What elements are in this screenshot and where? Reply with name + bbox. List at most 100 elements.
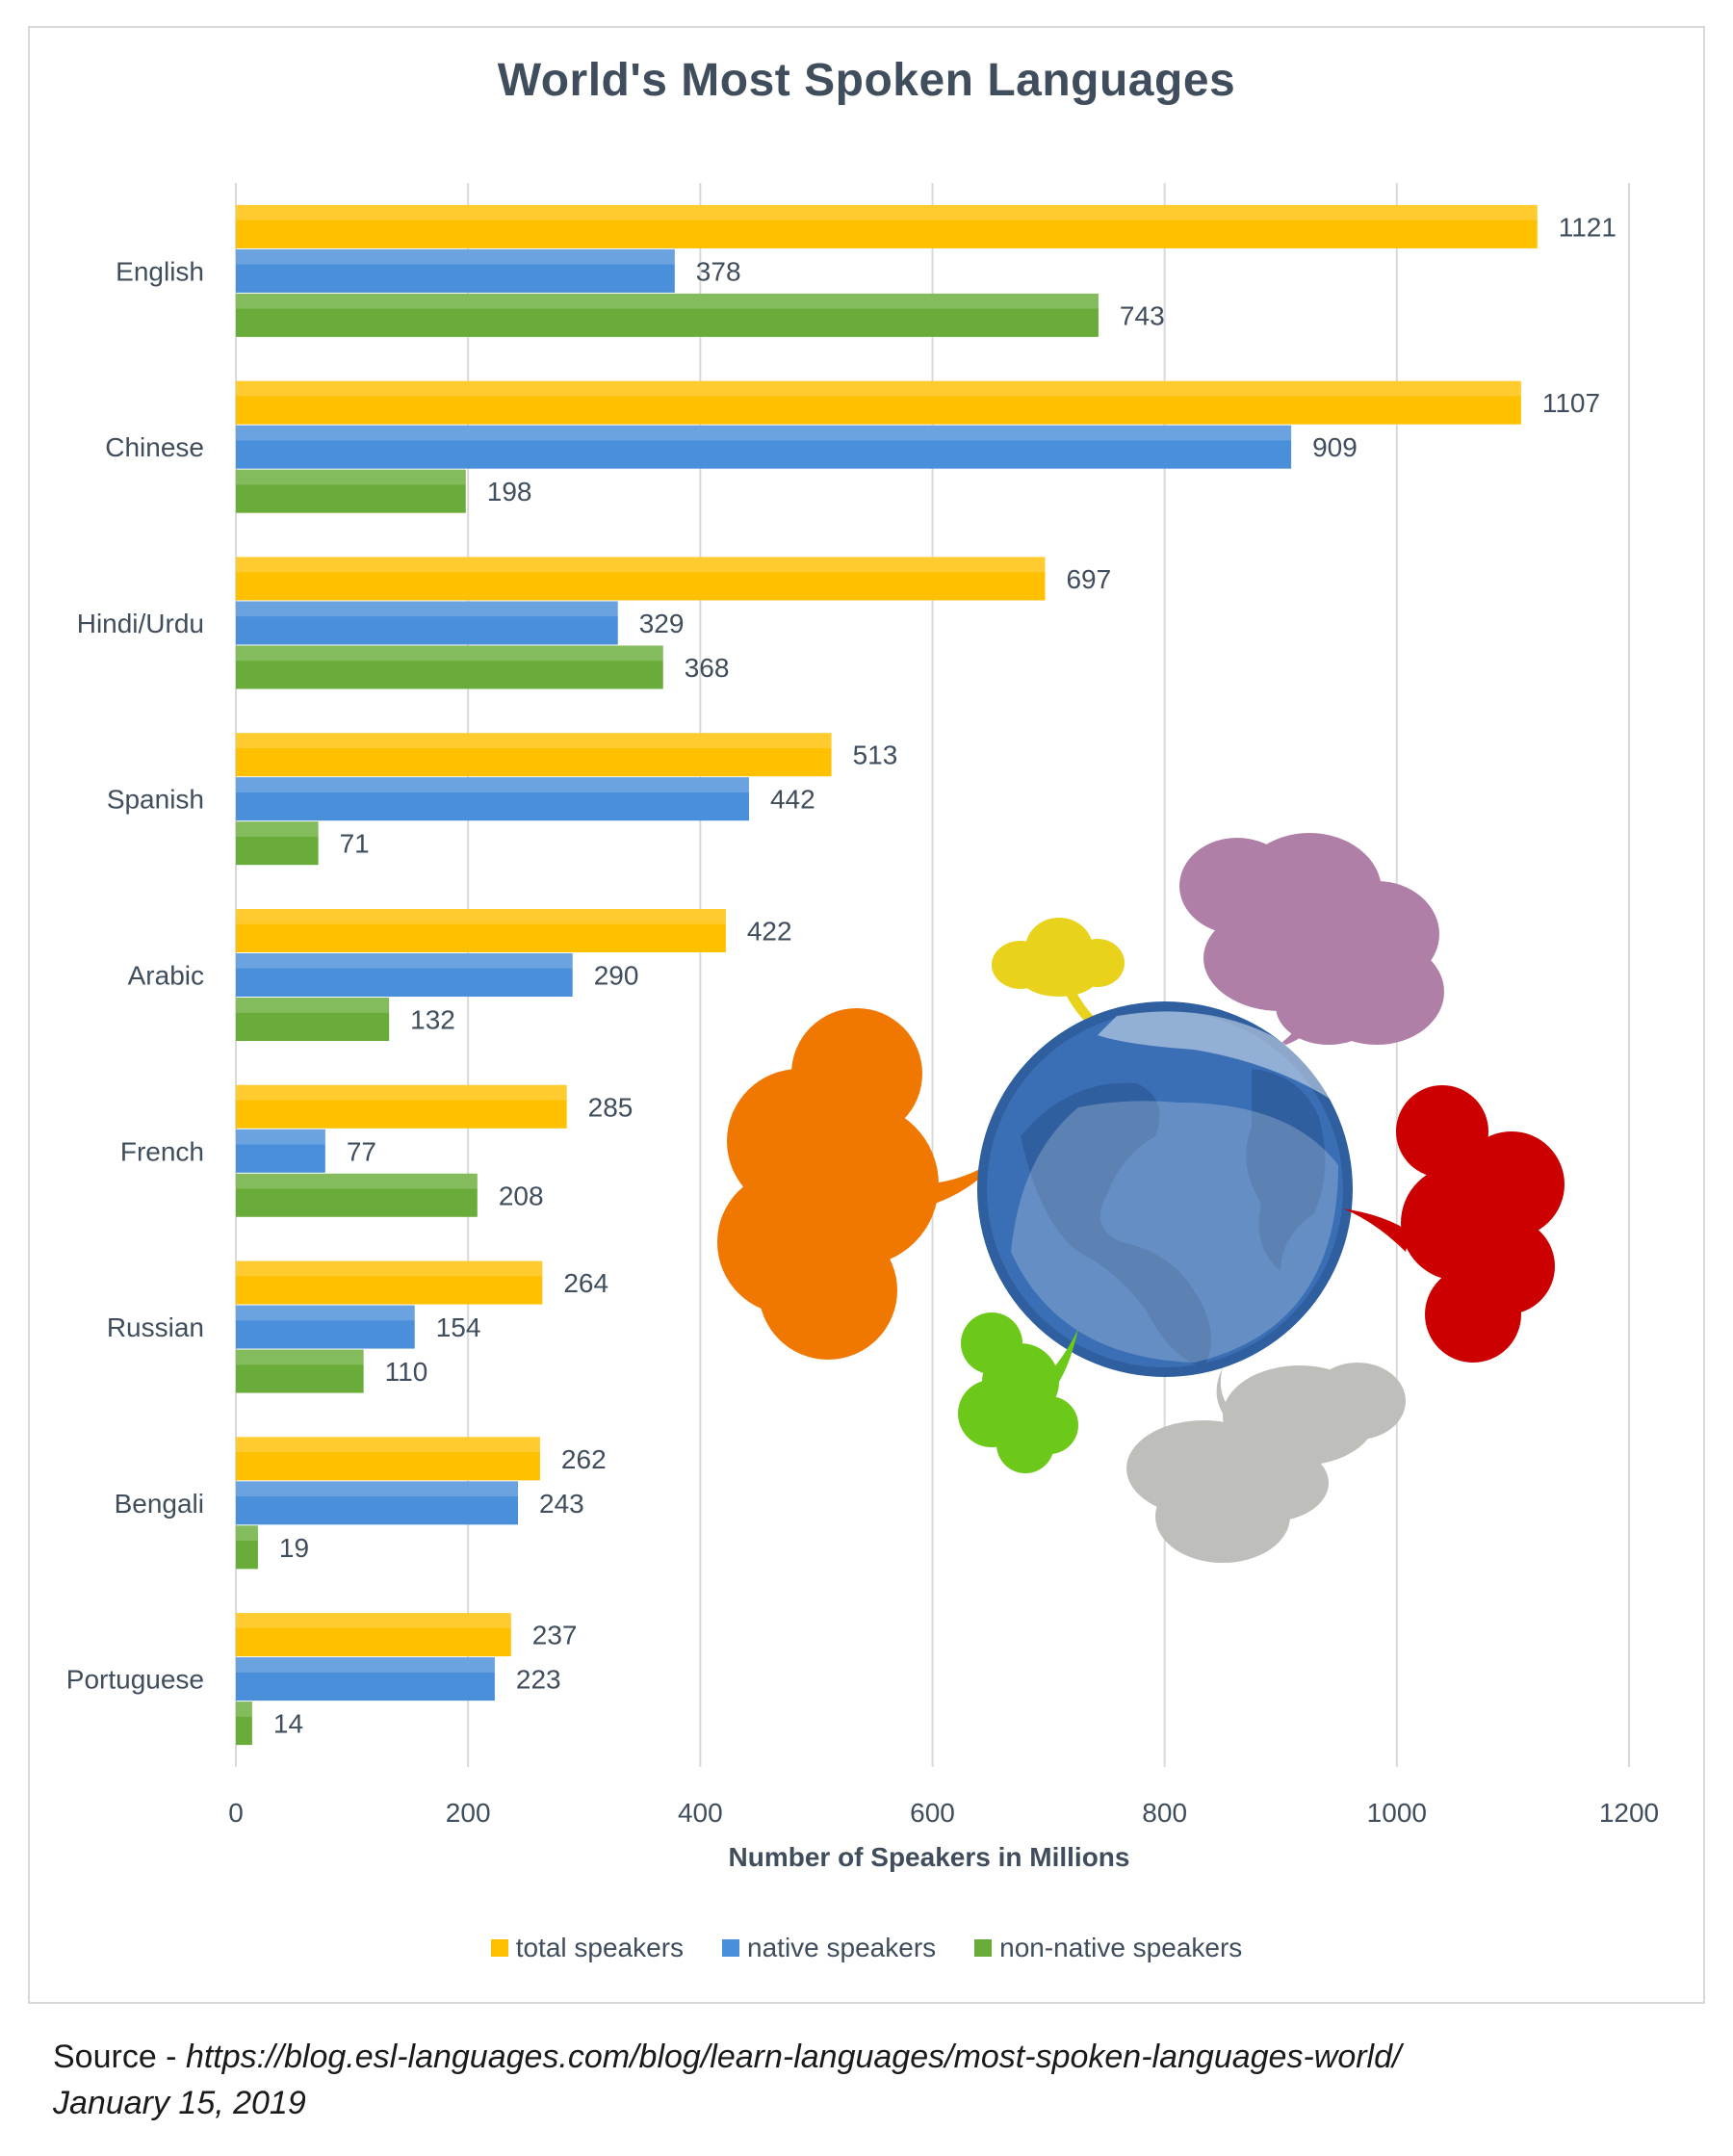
bar-highlight bbox=[236, 1084, 567, 1101]
bar-highlight bbox=[236, 557, 1046, 573]
x-tick-label: 200 bbox=[446, 1798, 491, 1828]
bar-total bbox=[236, 733, 832, 777]
bar-highlight bbox=[236, 469, 466, 485]
bar-highlight bbox=[236, 1525, 258, 1542]
category-label: Arabic bbox=[128, 961, 204, 991]
x-tick-label: 800 bbox=[1142, 1798, 1187, 1828]
bar-highlight bbox=[236, 1129, 325, 1145]
data-label-native: 243 bbox=[539, 1489, 584, 1519]
source-date: January 15, 2019 bbox=[53, 2085, 306, 2121]
data-label-native: 909 bbox=[1312, 432, 1358, 462]
bar-native bbox=[236, 777, 749, 821]
data-label-total: 285 bbox=[588, 1092, 634, 1122]
bar-native bbox=[236, 425, 1292, 469]
data-label-native: 154 bbox=[436, 1312, 481, 1342]
category-label: English bbox=[116, 256, 204, 286]
bar-highlight bbox=[236, 1481, 519, 1497]
legend-item-native: native speakers bbox=[722, 1933, 936, 1963]
bar-highlight bbox=[236, 1173, 478, 1189]
x-tick-label: 1200 bbox=[1599, 1798, 1659, 1828]
bar-non-native bbox=[236, 293, 1099, 337]
red-speech-bubble-icon bbox=[1343, 1085, 1565, 1363]
legend-swatch-native bbox=[722, 1939, 740, 1957]
data-label-non-native: 110 bbox=[385, 1357, 428, 1387]
bar-highlight bbox=[236, 204, 1538, 221]
bar-non-native bbox=[236, 1349, 364, 1393]
bar-total bbox=[236, 380, 1521, 425]
bar-highlight bbox=[236, 777, 749, 792]
x-tick-label: 600 bbox=[910, 1798, 955, 1828]
bar-native bbox=[236, 953, 573, 997]
bar-highlight bbox=[236, 1613, 511, 1628]
data-label-total: 1121 bbox=[1559, 212, 1617, 242]
category-label: Chinese bbox=[105, 432, 204, 462]
data-label-native: 77 bbox=[347, 1136, 376, 1166]
bar-total bbox=[236, 557, 1046, 601]
bar-non-native bbox=[236, 1701, 252, 1746]
data-label-total: 262 bbox=[561, 1444, 607, 1474]
bar-highlight bbox=[236, 645, 663, 662]
source-url[interactable]: https://blog.esl-languages.com/blog/lear… bbox=[185, 2039, 1402, 2075]
data-label-total: 237 bbox=[532, 1621, 578, 1650]
bar-native bbox=[236, 1657, 495, 1701]
bar-highlight bbox=[236, 1260, 543, 1277]
data-label-total: 422 bbox=[747, 917, 792, 947]
data-label-non-native: 132 bbox=[410, 1005, 455, 1035]
data-label-non-native: 14 bbox=[273, 1709, 303, 1739]
data-label-native: 329 bbox=[639, 609, 685, 638]
legend-label-non-native: non-native speakers bbox=[999, 1933, 1243, 1962]
x-tick-label: 0 bbox=[228, 1798, 244, 1828]
x-axis-title: Number of Speakers in Millions bbox=[728, 1842, 1130, 1872]
category-label: Portuguese bbox=[66, 1665, 204, 1695]
legend-label-total: total speakers bbox=[515, 1933, 685, 1962]
data-label-native: 290 bbox=[594, 961, 639, 991]
data-label-total: 1107 bbox=[1542, 388, 1600, 418]
bar-highlight bbox=[236, 380, 1521, 397]
bar-non-native bbox=[236, 821, 319, 866]
bar-highlight bbox=[236, 998, 390, 1013]
category-label: Bengali bbox=[115, 1489, 204, 1519]
data-label-non-native: 71 bbox=[340, 829, 370, 859]
green-speech-bubble-icon bbox=[958, 1312, 1078, 1473]
legend-item-non-native: non-native speakers bbox=[974, 1933, 1242, 1963]
bar-highlight bbox=[236, 248, 675, 265]
bar-native bbox=[236, 248, 675, 293]
bar-highlight bbox=[236, 1437, 540, 1453]
bar-total bbox=[236, 204, 1538, 248]
bar-native bbox=[236, 1305, 415, 1349]
legend-swatch-non-native bbox=[974, 1939, 993, 1957]
data-label-total: 264 bbox=[563, 1268, 608, 1298]
bar-non-native bbox=[236, 1525, 258, 1570]
bar-highlight bbox=[236, 601, 618, 617]
data-label-native: 378 bbox=[696, 256, 741, 286]
category-label: Hindi/Urdu bbox=[77, 609, 204, 638]
chart-title: World's Most Spoken Languages bbox=[497, 55, 1236, 106]
category-label: Spanish bbox=[107, 785, 204, 815]
bar-total bbox=[236, 1613, 511, 1657]
category-label: Russian bbox=[107, 1312, 204, 1342]
data-label-non-native: 743 bbox=[1120, 300, 1165, 330]
bar-highlight bbox=[236, 425, 1292, 441]
data-label-non-native: 368 bbox=[685, 653, 730, 683]
source-prefix: Source - bbox=[53, 2039, 186, 2075]
data-label-non-native: 198 bbox=[487, 477, 532, 507]
orange-speech-bubble-icon bbox=[717, 1008, 1001, 1360]
legend-label-native: native speakers bbox=[747, 1933, 937, 1962]
bar-highlight bbox=[236, 909, 726, 924]
legend-item-total: total speakers bbox=[490, 1933, 685, 1963]
data-label-non-native: 19 bbox=[279, 1533, 309, 1563]
bar-non-native bbox=[236, 998, 390, 1041]
bar-highlight bbox=[236, 1657, 495, 1673]
x-tick-label: 400 bbox=[678, 1798, 723, 1828]
bar-non-native bbox=[236, 645, 663, 689]
bar-highlight bbox=[236, 953, 573, 969]
bar-total bbox=[236, 1437, 540, 1481]
globe-with-speech-bubbles-icon bbox=[717, 833, 1565, 1563]
bar-highlight bbox=[236, 293, 1099, 309]
bar-highlight bbox=[236, 733, 832, 748]
category-label: French bbox=[120, 1136, 204, 1166]
bar-total bbox=[236, 909, 726, 952]
bar-non-native bbox=[236, 1173, 478, 1217]
bar-total bbox=[236, 1260, 543, 1305]
purple-speech-bubble-icon bbox=[1179, 833, 1444, 1050]
